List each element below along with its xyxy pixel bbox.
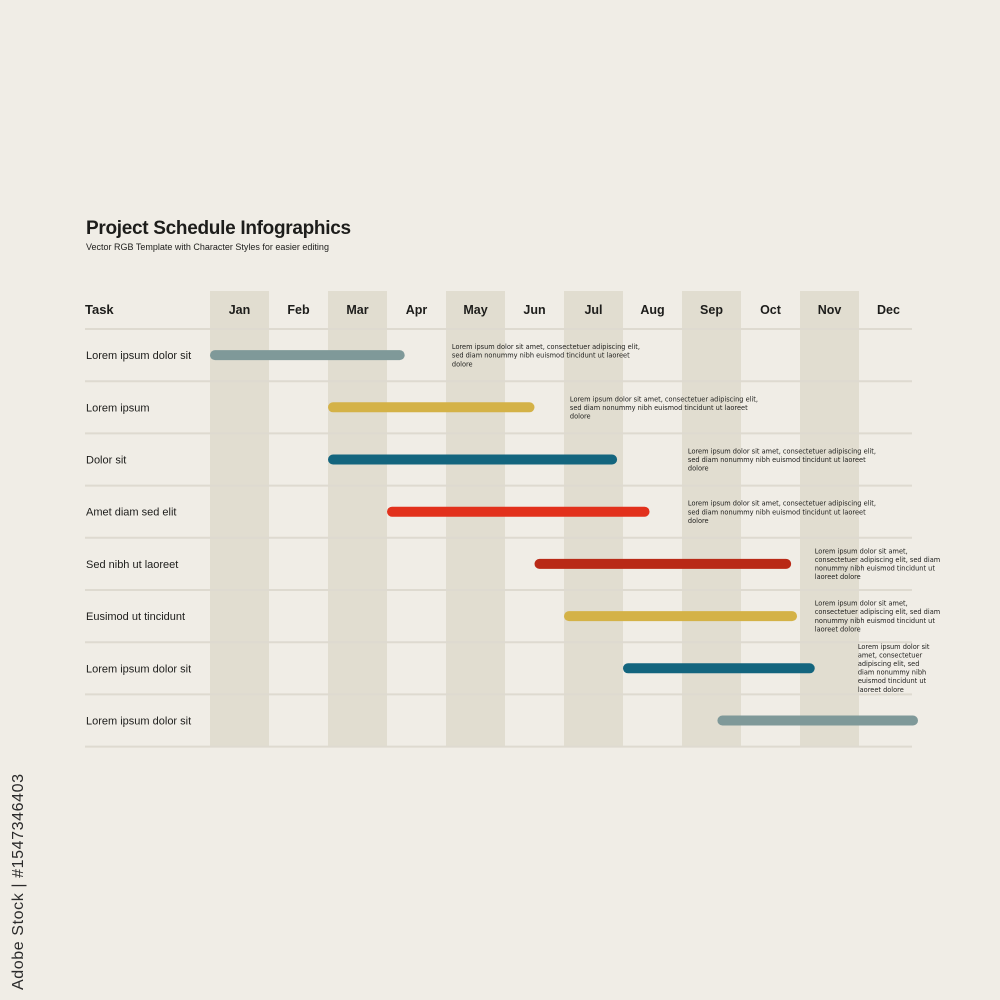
task-note-line: Lorem ipsum dolor sit amet, consectetuer… (688, 500, 876, 508)
task-note-line: sed diam nonummy nibh euismod tincidunt … (688, 508, 866, 516)
task-note-line: Lorem ipsum dolor sit amet, (815, 547, 908, 555)
month-label-jul: Jul (584, 303, 602, 317)
task-note-line: laoreet dolore (815, 573, 861, 581)
task-note-line: Lorem ipsum dolor sit amet, consectetuer… (452, 343, 640, 351)
task-note-line: Lorem ipsum dolor sit amet, (815, 600, 908, 608)
task-note-line: sed diam nonummy nibh euismod tincidunt … (688, 456, 866, 464)
month-label-may: May (463, 303, 487, 317)
stock-watermark: Adobe Stock | #1547346403 (10, 773, 27, 990)
task-note-line: Lorem ipsum dolor sit (858, 643, 930, 651)
month-label-feb: Feb (287, 303, 310, 317)
task-note-line: nonummy nibh euismod tincidunt ut (815, 565, 936, 573)
month-label-mar: Mar (346, 303, 368, 317)
month-label-nov: Nov (818, 303, 842, 317)
task-note-line: amet, consectetuer (858, 651, 923, 659)
chart-title: Project Schedule Infographics (86, 218, 351, 239)
task-note-line: dolore (688, 517, 709, 525)
task-label: Lorem ipsum (86, 402, 150, 414)
task-note-line: sed diam nonummy nibh euismod tincidunt … (452, 352, 630, 360)
task-note-line: euismod tincidunt ut (858, 677, 927, 685)
month-label-jun: Jun (523, 303, 545, 317)
month-column-jan (210, 291, 269, 746)
month-label-aug: Aug (640, 303, 664, 317)
month-label-apr: Apr (406, 303, 428, 317)
task-note-line: adipiscing elit, sed (858, 660, 920, 668)
task-note-line: laoreet dolore (858, 686, 904, 694)
task-note-line: consectetuer adipiscing elit, sed diam (815, 608, 940, 616)
month-label-jan: Jan (229, 303, 251, 317)
task-label: Sed nibh ut laoreet (86, 559, 178, 571)
task-label: Eusimod ut tincidunt (86, 611, 185, 623)
task-header: Task (85, 302, 114, 317)
chart-subtitle: Vector RGB Template with Character Style… (86, 242, 329, 252)
month-label-sep: Sep (700, 303, 723, 317)
task-label: Amet diam sed elit (86, 507, 176, 519)
task-label: Lorem ipsum dolor sit (86, 350, 191, 362)
task-note-line: dolore (452, 360, 473, 368)
task-label: Lorem ipsum dolor sit (86, 716, 191, 728)
task-note-line: diam nonummy nibh (858, 669, 926, 677)
month-column-jul (564, 291, 623, 746)
task-note-line: consectetuer adipiscing elit, sed diam (815, 556, 940, 564)
task-label: Dolor sit (86, 455, 126, 467)
task-note-line: sed diam nonummy nibh euismod tincidunt … (570, 404, 748, 412)
task-label: Lorem ipsum dolor sit (86, 663, 191, 675)
month-label-dec: Dec (877, 303, 900, 317)
month-label-oct: Oct (760, 303, 782, 317)
month-column-may (446, 291, 505, 746)
task-note-line: Lorem ipsum dolor sit amet, consectetuer… (570, 395, 758, 403)
task-note-line: Lorem ipsum dolor sit amet, consectetuer… (688, 448, 876, 456)
task-note-line: laoreet dolore (815, 625, 861, 633)
task-note-line: dolore (570, 413, 591, 421)
month-column-nov (800, 291, 859, 746)
task-note-line: nonummy nibh euismod tincidunt ut (815, 617, 936, 625)
month-column-mar (328, 291, 387, 746)
task-note-line: dolore (688, 465, 709, 473)
